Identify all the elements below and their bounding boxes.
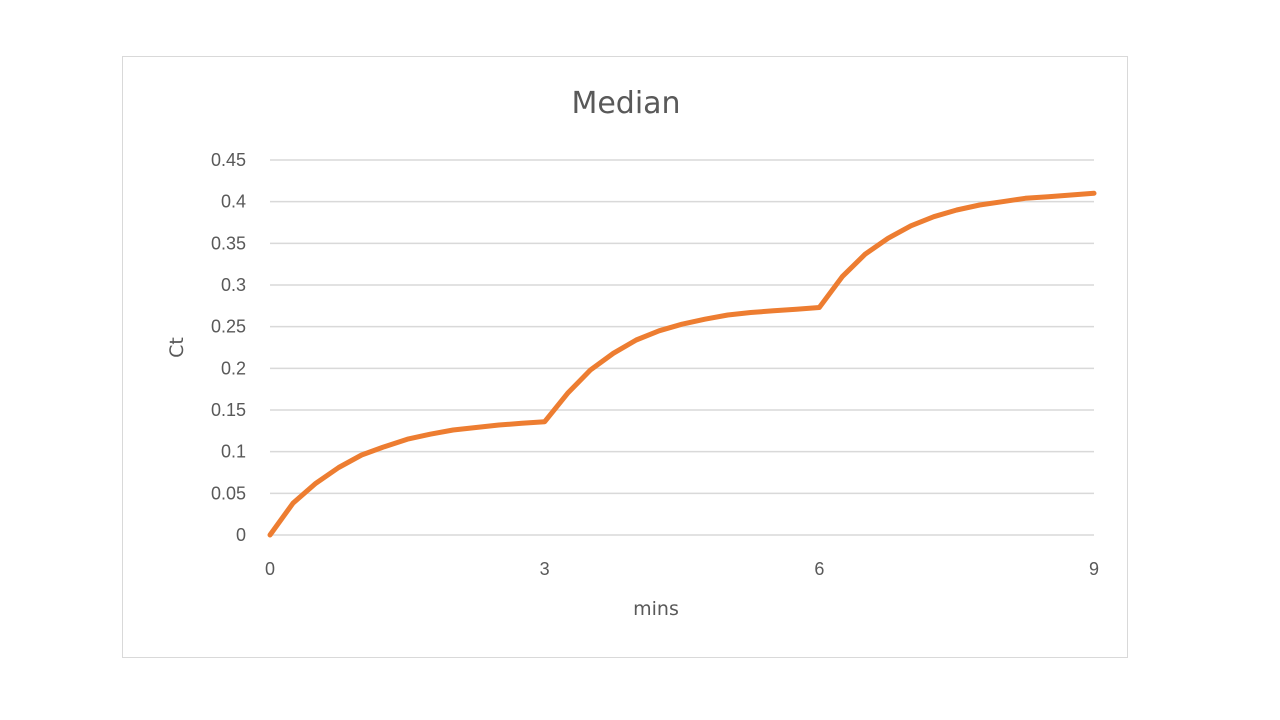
y-tick-label: 0.45: [211, 150, 246, 170]
y-tick-label: 0.35: [211, 233, 246, 253]
y-tick-label: 0.3: [221, 275, 246, 295]
series-layer: [267, 190, 1097, 538]
y-tick-label: 0.2: [221, 358, 246, 378]
y-axis-tick-labels: 0 0.05 0.1 0.15 0.2 0.25 0.3 0.35 0.4 0.45: [211, 150, 246, 545]
x-tick-label: 0: [265, 559, 275, 579]
x-axis-tick-labels: 0 3 6 9: [265, 559, 1099, 579]
chart-area: 0 0.05 0.1 0.15 0.2 0.25 0.3 0.35 0.4 0.45 0 3 6 9 M…: [122, 56, 1128, 658]
y-tick-label: 0.4: [221, 192, 246, 212]
gridlines: [270, 159, 1094, 536]
series-line: [267, 190, 1097, 538]
y-tick-label: 0.05: [211, 483, 246, 503]
y-tick-label: 0: [236, 525, 246, 545]
x-tick-label: 6: [814, 559, 824, 579]
x-axis-title: mins: [633, 598, 679, 620]
chart-title: Median: [571, 86, 680, 121]
y-tick-label: 0.15: [211, 400, 246, 420]
chart-canvas: 0 0.05 0.1 0.15 0.2 0.25 0.3 0.35 0.4 0.45 0 3 6 9 M…: [166, 86, 1099, 620]
y-tick-label: 0.1: [221, 442, 246, 462]
y-tick-label: 0.25: [211, 317, 246, 337]
y-axis-title: Ct: [166, 337, 188, 358]
x-tick-label: 9: [1089, 559, 1099, 579]
x-tick-label: 3: [540, 559, 550, 579]
